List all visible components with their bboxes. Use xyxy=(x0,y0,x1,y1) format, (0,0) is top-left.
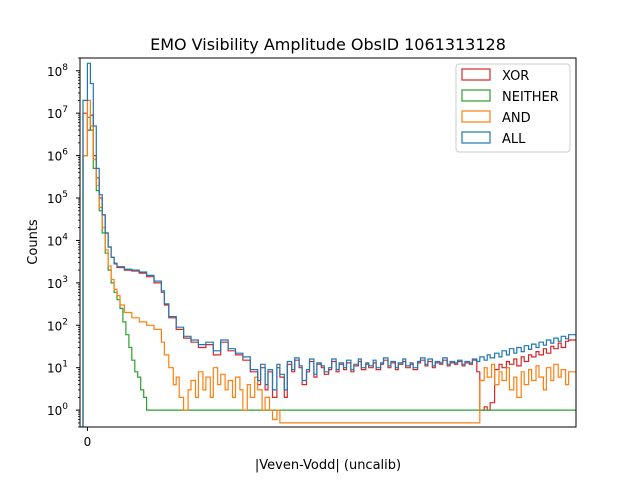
legend: XOR NEITHER AND ALL xyxy=(455,63,571,153)
y-axis-label: Counts xyxy=(26,219,41,265)
y-tick-label: 101 xyxy=(47,360,68,376)
x-tick-label: 0 xyxy=(84,435,92,449)
legend-swatch-and xyxy=(461,110,491,123)
y-axis: 100 101 102 103 104 105 106 107 108 xyxy=(47,57,80,428)
y-tick-label: 106 xyxy=(47,148,68,164)
legend-label-xor: XOR xyxy=(502,69,529,84)
legend-label-all: ALL xyxy=(502,132,526,147)
legend-label-and: AND xyxy=(502,111,531,126)
y-tick-label: 108 xyxy=(47,63,68,79)
y-tick-label: 107 xyxy=(47,105,68,121)
y-tick-label: 105 xyxy=(47,190,68,206)
legend-label-neither: NEITHER xyxy=(502,90,559,105)
legend-swatch-all xyxy=(461,131,491,144)
y-tick-label: 100 xyxy=(47,402,68,418)
plot-series-group xyxy=(82,62,576,427)
x-axis-label: |Veven-Vodd| (uncalib) xyxy=(255,458,401,473)
series-line-all xyxy=(82,62,576,427)
chart-title: EMO Visibility Amplitude ObsID 106131312… xyxy=(150,35,506,54)
x-axis: 0 xyxy=(84,427,92,449)
y-tick-label: 102 xyxy=(47,317,68,333)
legend-frame xyxy=(455,63,571,153)
legend-swatch-xor xyxy=(461,68,491,81)
legend-swatch-neither xyxy=(461,89,491,102)
y-tick-label: 104 xyxy=(47,232,68,248)
series-line-and xyxy=(82,99,576,427)
y-tick-label: 103 xyxy=(47,275,68,291)
